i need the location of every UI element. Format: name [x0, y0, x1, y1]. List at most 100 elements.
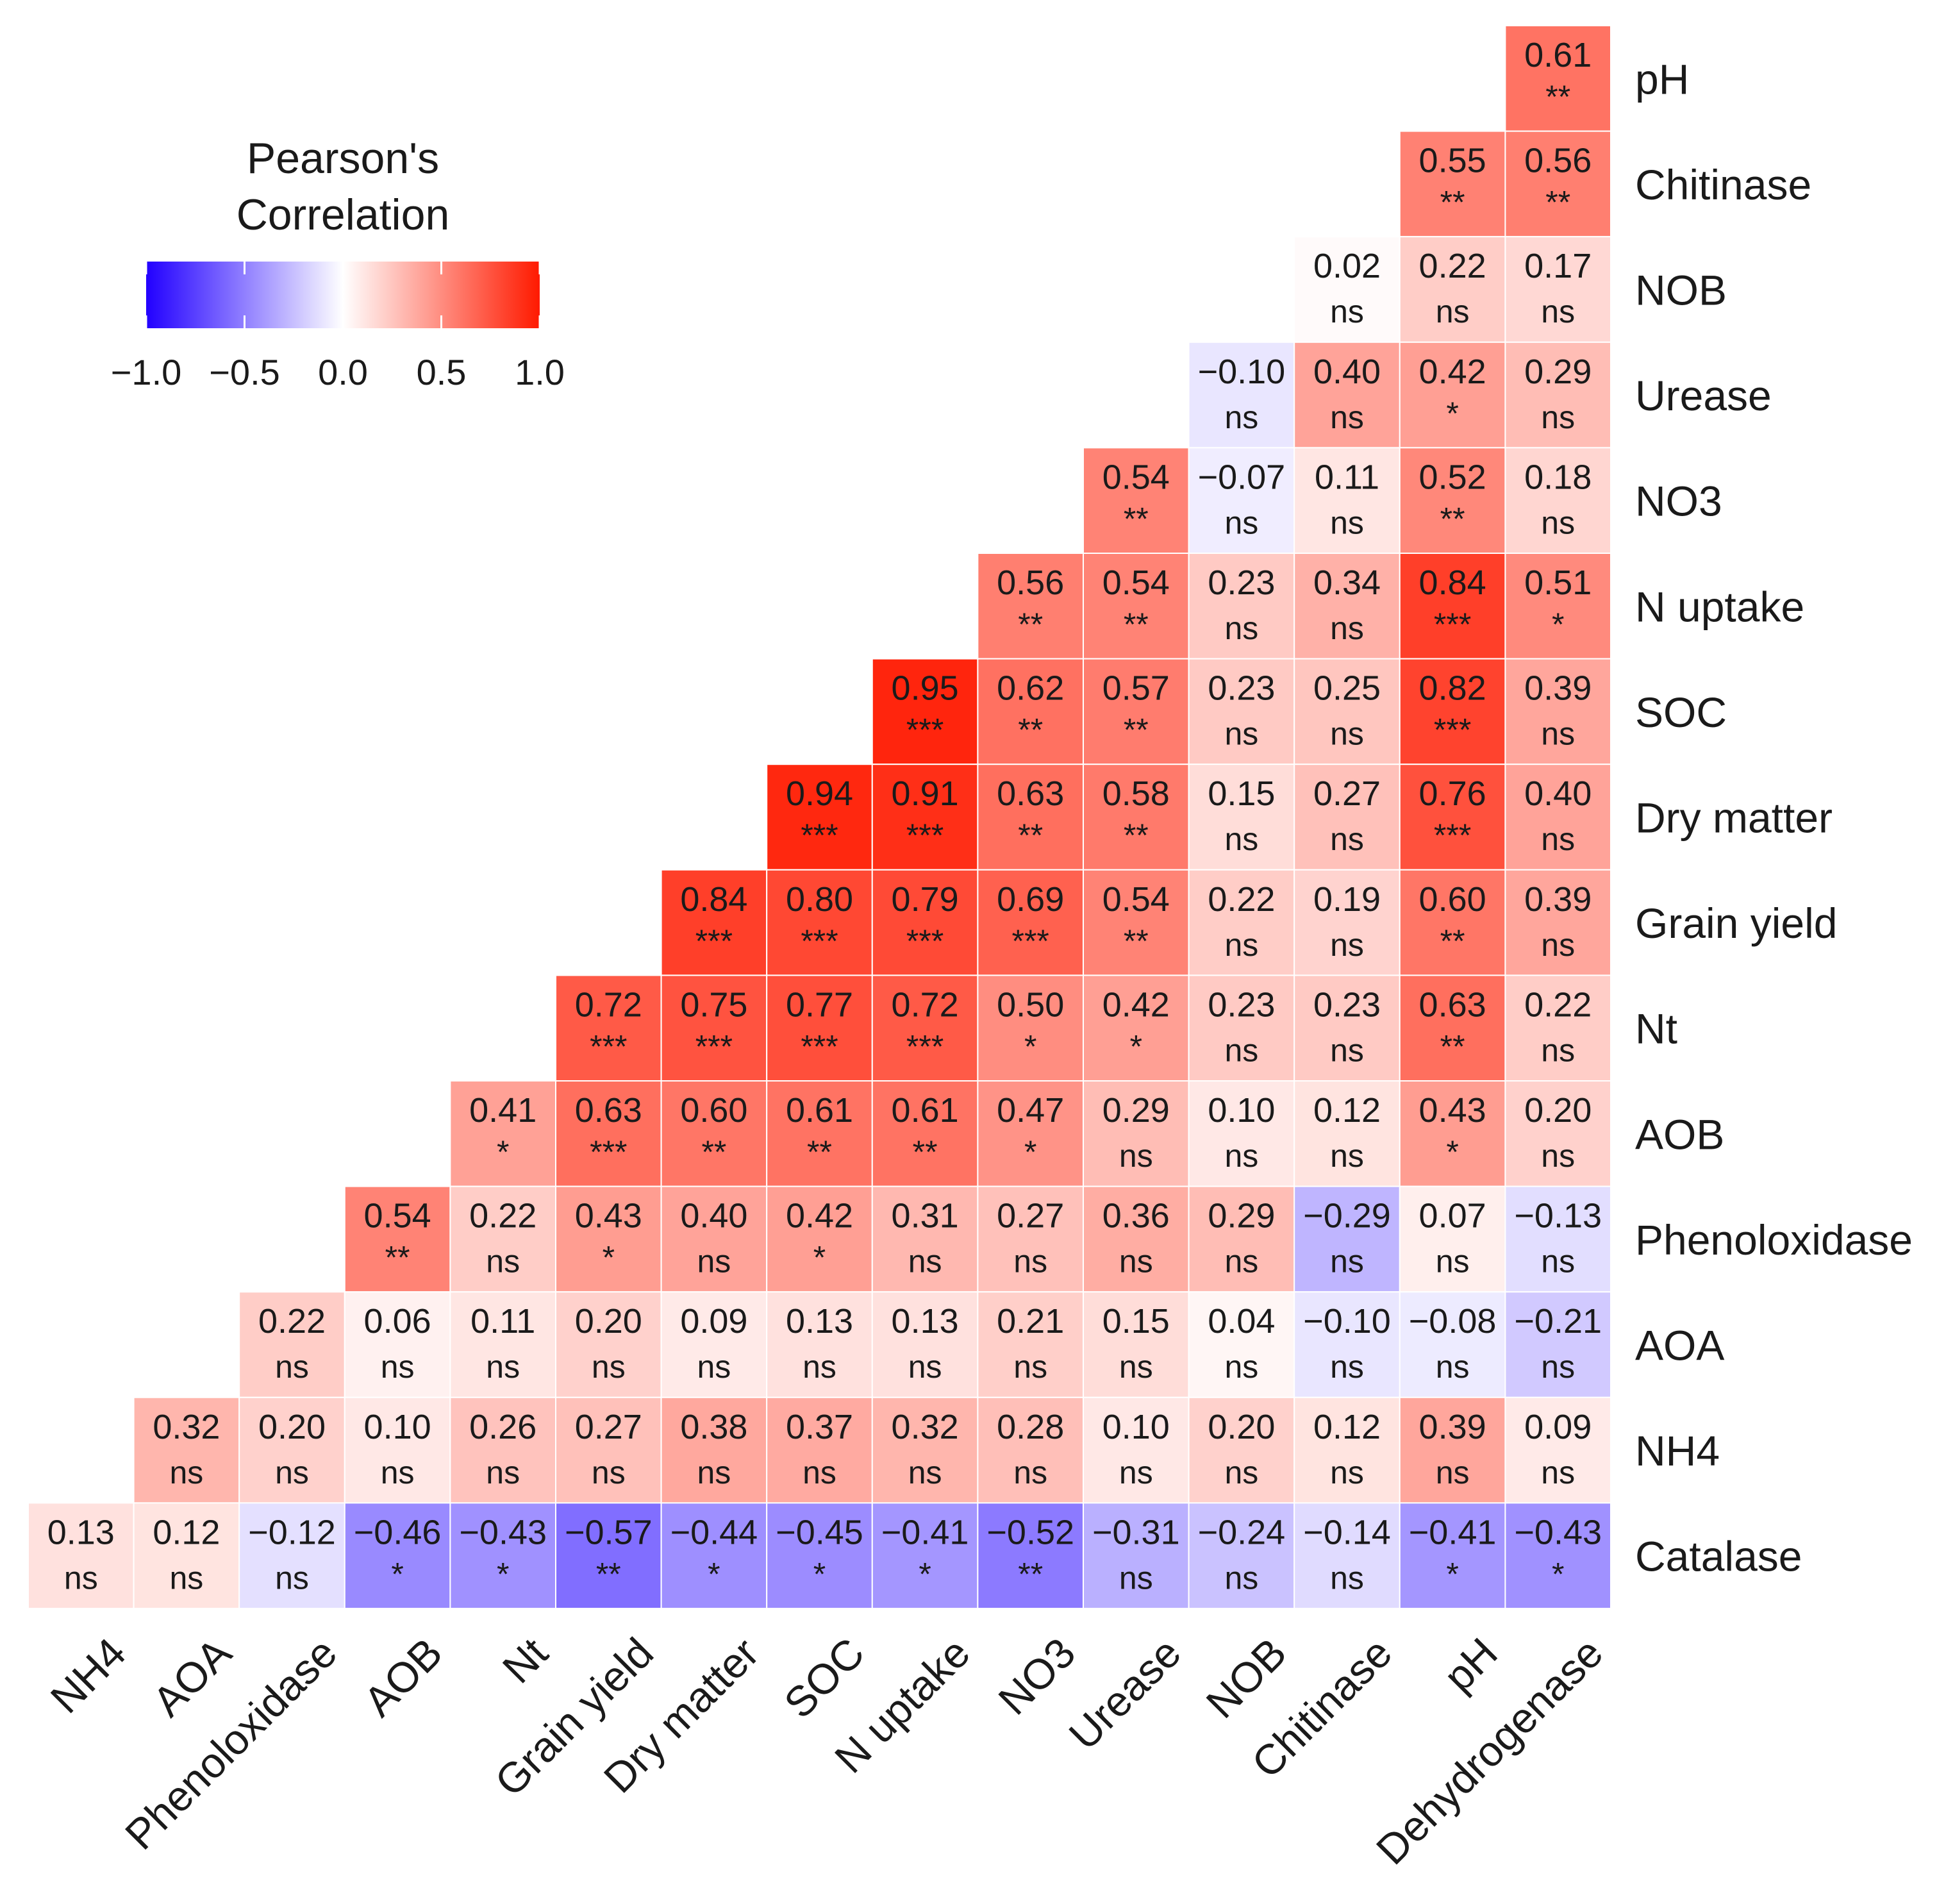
cell-value-catalase-aoa: 0.12: [153, 1513, 220, 1551]
cell-significance-nh4-aoa: ns: [169, 1455, 203, 1491]
cell-significance-aoa-n-uptake: ns: [908, 1349, 942, 1385]
cell-value-aoa-aob: 0.06: [364, 1302, 431, 1340]
cell-significance-aob-nob: ns: [1224, 1138, 1258, 1174]
cell-value-aoa-urease: 0.15: [1102, 1302, 1170, 1340]
column-label-no3: NO3: [989, 1629, 1084, 1724]
cell-value-nt-chitinase: 0.23: [1313, 985, 1381, 1024]
cell-significance-phenoloxidase-chitinase: ns: [1330, 1244, 1364, 1280]
cell-value-nt-no3: 0.50: [997, 985, 1064, 1024]
cell-significance-catalase-dry-matter: *: [708, 1556, 720, 1592]
cell-significance-aoa-ph: ns: [1436, 1349, 1470, 1385]
cell-value-no3-ph: 0.52: [1419, 458, 1486, 496]
cell-nh4-phenoloxidase: [238, 1396, 345, 1504]
cell-value-urease-dehydrogenase: 0.29: [1524, 353, 1592, 391]
legend-tick-label: 1.0: [515, 352, 565, 392]
cell-dry-matter-no3: [977, 764, 1085, 871]
cell-value-soc-n-uptake: 0.95: [892, 669, 959, 708]
cell-significance-phenoloxidase-urease: ns: [1119, 1244, 1153, 1280]
cell-value-grain-yield-no3: 0.69: [997, 880, 1064, 919]
cell-significance-aoa-dry-matter: ns: [697, 1349, 731, 1385]
cell-value-aob-chitinase: 0.12: [1313, 1091, 1381, 1130]
cell-value-ph-dehydrogenase: 0.61: [1524, 36, 1592, 74]
cell-nh4-n-uptake: [871, 1396, 979, 1504]
cell-value-nh4-nt: 0.26: [469, 1408, 536, 1446]
cell-nh4-ph: [1399, 1396, 1506, 1504]
cell-significance-aoa-chitinase: ns: [1330, 1349, 1364, 1385]
cell-value-catalase-nh4: 0.13: [47, 1513, 115, 1551]
cell-significance-nh4-urease: ns: [1119, 1455, 1153, 1491]
cell-value-aoa-phenoloxidase: 0.22: [258, 1302, 326, 1340]
cell-value-n-uptake-no3: 0.56: [997, 564, 1064, 602]
cell-value-catalase-n-uptake: −0.41: [881, 1513, 969, 1551]
cell-significance-chitinase-ph: **: [1440, 185, 1465, 221]
cell-significance-dry-matter-no3: **: [1018, 817, 1043, 853]
cell-significance-urease-dehydrogenase: ns: [1541, 399, 1575, 435]
cell-n-uptake-ph: [1399, 553, 1506, 660]
cell-significance-aob-dry-matter: **: [701, 1134, 726, 1170]
column-label-urease: Urease: [1060, 1629, 1190, 1759]
cell-value-nh4-nob: 0.20: [1208, 1408, 1275, 1446]
cell-grain-yield-dehydrogenase: [1504, 869, 1611, 976]
cell-catalase-chitinase: [1293, 1502, 1401, 1609]
column-label-nob: NOB: [1197, 1629, 1295, 1727]
cell-value-nh4-grain-yield: 0.27: [575, 1408, 642, 1446]
cell-nt-ph: [1399, 974, 1506, 1082]
cell-significance-phenoloxidase-ph: ns: [1436, 1244, 1470, 1280]
cell-catalase-aoa: [133, 1502, 240, 1609]
cell-aoa-dehydrogenase: [1504, 1291, 1611, 1398]
cell-significance-aoa-aob: ns: [381, 1349, 415, 1385]
cell-significance-nh4-nob: ns: [1224, 1455, 1258, 1491]
cell-phenoloxidase-ph: [1399, 1185, 1506, 1293]
cell-significance-catalase-dehydrogenase: *: [1552, 1556, 1564, 1592]
cell-significance-catalase-nob: ns: [1224, 1560, 1258, 1596]
cell-value-nt-dry-matter: 0.75: [680, 985, 747, 1024]
cell-significance-nh4-n-uptake: ns: [908, 1455, 942, 1491]
cell-value-n-uptake-ph: 0.84: [1419, 564, 1486, 602]
cell-value-catalase-chitinase: −0.14: [1303, 1513, 1391, 1551]
cell-aob-chitinase: [1293, 1080, 1401, 1187]
cell-value-aob-dehydrogenase: 0.20: [1524, 1091, 1592, 1130]
cell-grain-yield-n-uptake: [871, 869, 979, 976]
cell-phenoloxidase-aob: [344, 1185, 451, 1293]
cell-phenoloxidase-soc: [766, 1185, 873, 1293]
cell-value-nh4-chitinase: 0.12: [1313, 1408, 1381, 1446]
cell-value-n-uptake-nob: 0.23: [1208, 564, 1275, 602]
legend-tick-label: 0.0: [318, 352, 368, 392]
cell-value-aoa-ph: −0.08: [1409, 1302, 1497, 1340]
cell-catalase-aob: [344, 1502, 451, 1609]
cell-significance-grain-yield-urease: **: [1124, 923, 1149, 959]
cell-nt-dehydrogenase: [1504, 974, 1611, 1082]
cell-value-grain-yield-dehydrogenase: 0.39: [1524, 880, 1592, 919]
cell-phenoloxidase-grain-yield: [555, 1185, 662, 1293]
cell-significance-aoa-dehydrogenase: ns: [1541, 1349, 1575, 1385]
cell-significance-catalase-grain-yield: **: [596, 1556, 621, 1592]
cell-dry-matter-nob: [1188, 764, 1295, 871]
cell-value-nob-chitinase: 0.02: [1313, 247, 1381, 285]
cell-value-dry-matter-dehydrogenase: 0.40: [1524, 774, 1592, 813]
cell-significance-nob-dehydrogenase: ns: [1541, 294, 1575, 330]
cell-value-phenoloxidase-ph: 0.07: [1419, 1197, 1486, 1235]
cell-nt-urease: [1083, 974, 1190, 1082]
cell-value-catalase-ph: −0.41: [1409, 1513, 1497, 1551]
row-label-no3: NO3: [1635, 478, 1722, 525]
cell-nh4-grain-yield: [555, 1396, 662, 1504]
row-label-chitinase: Chitinase: [1635, 161, 1811, 208]
cell-value-phenoloxidase-chitinase: −0.29: [1303, 1197, 1391, 1235]
cell-value-no3-chitinase: 0.11: [1315, 458, 1379, 496]
row-label-ph: pH: [1635, 55, 1689, 103]
color-legend: Pearson's Correlation −1.0 −0.5 0.0 0.5 1.0: [111, 134, 565, 392]
cell-value-phenoloxidase-no3: 0.27: [997, 1197, 1064, 1235]
cell-value-nh4-no3: 0.28: [997, 1408, 1064, 1446]
cell-significance-aob-ph: *: [1446, 1134, 1458, 1170]
legend-ticks: −1.0 −0.5 0.0 0.5 1.0: [111, 262, 565, 392]
cell-catalase-nt: [449, 1502, 557, 1609]
cell-significance-nh4-grain-yield: ns: [592, 1455, 626, 1491]
cell-aoa-nt: [449, 1291, 557, 1398]
cell-significance-nh4-soc: ns: [803, 1455, 836, 1491]
cell-n-uptake-chitinase: [1293, 553, 1401, 660]
cell-significance-phenoloxidase-nob: ns: [1224, 1244, 1258, 1280]
cell-aoa-ph: [1399, 1291, 1506, 1398]
cell-value-urease-nob: −0.10: [1198, 353, 1286, 391]
cell-significance-nt-n-uptake: ***: [906, 1028, 944, 1064]
cell-significance-dry-matter-dehydrogenase: ns: [1541, 821, 1575, 857]
